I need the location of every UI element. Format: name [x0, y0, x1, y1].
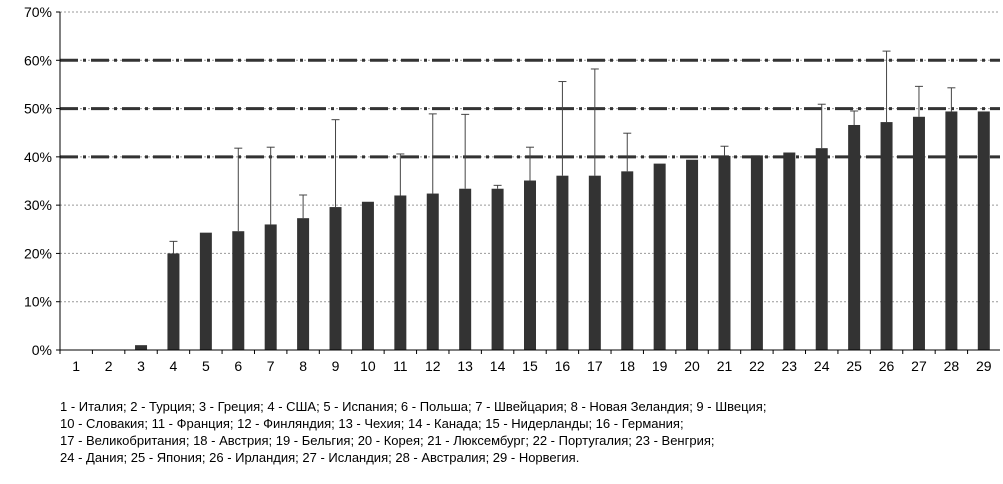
y-tick-label: 40% — [24, 149, 52, 165]
bar — [880, 122, 893, 350]
country-legend: 1 - Италия; 2 - Турция; 3 - Греция; 4 - … — [60, 398, 1000, 466]
x-tick-label: 13 — [457, 358, 473, 374]
y-tick-label: 0% — [32, 342, 52, 358]
x-tick-label: 8 — [299, 358, 307, 374]
bar — [621, 171, 634, 350]
x-tick-label: 6 — [234, 358, 242, 374]
x-tick-label: 20 — [684, 358, 700, 374]
x-tick-label: 4 — [170, 358, 178, 374]
bar — [783, 152, 796, 350]
bar — [394, 195, 407, 350]
x-tick-label: 7 — [267, 358, 275, 374]
legend-line-4: 24 - Дания; 25 - Япония; 26 - Ирландия; … — [60, 450, 580, 465]
x-tick-label: 2 — [105, 358, 113, 374]
axes — [56, 11, 1000, 354]
bars — [135, 111, 990, 351]
bar — [329, 207, 342, 350]
x-tick-label: 15 — [522, 358, 538, 374]
bar — [361, 201, 374, 350]
bar — [426, 193, 439, 350]
bar — [297, 218, 310, 350]
bar — [945, 111, 958, 351]
x-tick-label: 29 — [976, 358, 992, 374]
x-tick-label: 12 — [425, 358, 441, 374]
y-tick-label: 20% — [24, 245, 52, 261]
bar — [167, 253, 180, 350]
bar — [232, 231, 245, 350]
y-tick-label: 70% — [24, 4, 52, 20]
bar — [199, 232, 212, 350]
y-tick-label: 60% — [24, 52, 52, 68]
x-tick-label: 3 — [137, 358, 145, 374]
x-tick-label: 1 — [72, 358, 80, 374]
bar-chart: 0%10%20%30%40%50%60%70% 1 2 3 4 5 6 7 8 9 10 11 12 1… — [24, 4, 1000, 374]
x-tick-label: 28 — [944, 358, 960, 374]
x-tick-label: 14 — [490, 358, 506, 374]
x-tick-label: 27 — [911, 358, 927, 374]
x-tick-label: 10 — [360, 358, 376, 374]
bar — [718, 155, 731, 350]
bar — [524, 180, 536, 350]
x-tick-label: 23 — [782, 358, 798, 374]
bar — [459, 188, 472, 350]
x-tick-label: 25 — [846, 358, 862, 374]
legend-line-1: 1 - Италия; 2 - Турция; 3 - Греция; 4 - … — [60, 399, 767, 414]
bar — [750, 155, 763, 350]
y-tick-label: 30% — [24, 197, 52, 213]
bar — [264, 224, 277, 350]
bar — [977, 111, 990, 351]
x-tick-label: 9 — [332, 358, 340, 374]
legend-line-2: 10 - Словакия; 11 - Франция; 12 - Финлян… — [60, 416, 684, 431]
bar — [815, 148, 828, 350]
x-tick-label: 18 — [619, 358, 635, 374]
x-tick-label: 5 — [202, 358, 210, 374]
bar — [912, 116, 925, 350]
x-tick-label: 24 — [814, 358, 830, 374]
x-tick-label: 11 — [393, 358, 408, 374]
x-tick-label: 19 — [652, 358, 668, 374]
y-tick-label: 10% — [24, 294, 52, 310]
error-bars — [169, 50, 956, 254]
y-tick-label: 50% — [24, 101, 52, 117]
bar — [686, 159, 699, 350]
x-tick-label: 22 — [749, 358, 765, 374]
bar — [135, 345, 148, 350]
x-tick-label: 26 — [879, 358, 895, 374]
y-tick-labels: 0% 10% 20% 30% 40% 50% 60% 70% — [24, 4, 52, 358]
legend-line-3: 17 - Великобритания; 18 - Австрия; 19 - … — [60, 433, 715, 448]
x-tick-labels: 1 2 3 4 5 6 7 8 9 10 11 12 13 14 15 16 17 18 19 20 21 22 23 24 2… — [72, 358, 991, 374]
x-tick-label: 16 — [555, 358, 571, 374]
x-tick-label: 17 — [587, 358, 603, 374]
x-tick-label: 21 — [717, 358, 733, 374]
bar — [653, 163, 666, 350]
bar — [588, 175, 601, 350]
bar — [848, 124, 861, 350]
bar — [491, 188, 504, 350]
bar — [556, 175, 569, 350]
